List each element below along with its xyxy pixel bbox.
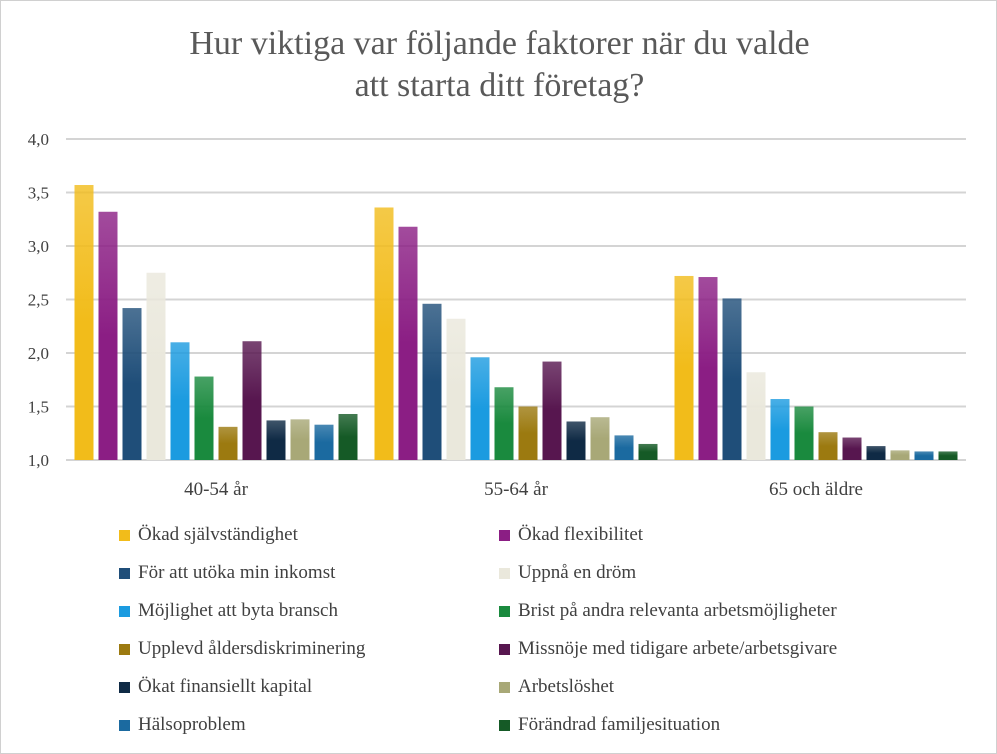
legend-swatch xyxy=(499,567,510,579)
bar-10-1 xyxy=(614,435,634,460)
bar-8-2 xyxy=(866,446,886,460)
bar-9-1 xyxy=(590,417,610,460)
legend-item: Brist på andra relevanta arbetsmöjlighet… xyxy=(499,592,899,630)
y-tick-label: 4,0 xyxy=(28,130,49,149)
bar-3-1 xyxy=(446,318,466,460)
legend-swatch xyxy=(119,681,130,693)
legend-swatch xyxy=(499,643,510,655)
chart-title: Hur viktiga var följande faktorer när du… xyxy=(1,23,996,107)
y-tick-label: 2,0 xyxy=(28,344,49,363)
legend-swatch xyxy=(499,605,510,617)
bar-0-1 xyxy=(374,207,394,460)
legend-label: För att utöka min inkomst xyxy=(138,562,336,583)
legend-swatch xyxy=(119,567,130,579)
legend-item: Ökad flexibilitet xyxy=(499,516,899,554)
bar-5-1 xyxy=(494,387,514,460)
legend-item: Förändrad familjesituation xyxy=(499,706,899,744)
legend-item: Hälsoproblem xyxy=(119,706,499,744)
bar-2-2 xyxy=(722,298,742,460)
legend-label: Förändrad familjesituation xyxy=(518,714,721,735)
x-category-label: 40-54 år xyxy=(184,479,249,500)
bar-6-0 xyxy=(218,426,238,460)
bar-7-0 xyxy=(242,341,262,460)
bar-11-2 xyxy=(938,451,958,460)
legend-label: Ökat finansiellt kapital xyxy=(138,676,313,697)
bar-4-2 xyxy=(770,399,790,460)
bar-7-1 xyxy=(542,361,562,460)
bar-4-1 xyxy=(470,357,490,460)
bar-11-1 xyxy=(638,443,658,460)
bar-10-0 xyxy=(314,424,334,460)
bar-11-0 xyxy=(338,413,358,460)
bar-5-2 xyxy=(794,406,814,460)
bar-chart: 1,0 1,5 2,0 2,5 3,0 3,5 4,0 40-54 år 55-64 år 65 … xyxy=(28,130,966,500)
bar-9-2 xyxy=(890,450,910,460)
bar-0-0 xyxy=(74,185,94,460)
bar-2-1 xyxy=(422,303,442,460)
legend-item: Ökad självständighet xyxy=(119,516,499,554)
legend-item: Upplevd åldersdiskriminering xyxy=(119,630,499,668)
legend-label: Uppnå en dröm xyxy=(518,562,637,583)
y-tick-label: 3,0 xyxy=(28,237,49,256)
bar-6-1 xyxy=(518,406,538,460)
y-tick-label: 1,5 xyxy=(28,398,49,417)
legend-item: Möjlighet att byta bransch xyxy=(119,592,499,630)
bar-7-2 xyxy=(842,437,862,460)
bar-3-2 xyxy=(746,372,766,460)
y-tick-label: 3,5 xyxy=(28,184,49,203)
legend-item: Missnöje med tidigare arbete/arbetsgivar… xyxy=(499,630,899,668)
legend-label: Brist på andra relevanta arbetsmöjlighet… xyxy=(518,600,837,621)
legend-label: Upplevd åldersdiskriminering xyxy=(138,638,366,659)
legend-swatch xyxy=(499,681,510,693)
legend-item: För att utöka min inkomst xyxy=(119,554,499,592)
legend-swatch xyxy=(119,605,130,617)
x-category-label: 65 och äldre xyxy=(769,479,863,500)
bar-1-2 xyxy=(698,277,718,460)
legend-swatch xyxy=(499,719,510,731)
bar-8-1 xyxy=(566,421,586,460)
legend-label: Ökad flexibilitet xyxy=(518,524,644,545)
legend-label: Hälsoproblem xyxy=(138,714,246,735)
legend-swatch xyxy=(119,643,130,655)
bar-2-0 xyxy=(122,308,142,460)
x-category-label: 55-64 år xyxy=(484,479,549,500)
bar-8-0 xyxy=(266,420,286,460)
title-line-2: att starta ditt företag? xyxy=(354,67,645,104)
y-tick-label: 2,5 xyxy=(28,291,49,310)
legend-item: Arbetslöshet xyxy=(499,668,899,706)
legend-item: Ökat finansiellt kapital xyxy=(119,668,499,706)
legend-label: Möjlighet att byta bransch xyxy=(138,600,338,621)
bar-1-1 xyxy=(398,226,418,460)
bar-5-0 xyxy=(194,376,214,460)
bar-10-2 xyxy=(914,451,934,460)
legend-label: Missnöje med tidigare arbete/arbetsgivar… xyxy=(518,638,838,659)
legend-label: Ökad självständighet xyxy=(138,524,298,545)
legend-swatch xyxy=(499,529,510,541)
title-line-1: Hur viktiga var följande faktorer när du… xyxy=(189,25,810,62)
legend: Ökad självständighet Ökad flexibilitet För… xyxy=(119,516,919,744)
bar-1-0 xyxy=(98,211,118,460)
y-tick-label: 1,0 xyxy=(28,451,49,470)
bar-9-0 xyxy=(290,419,310,460)
bar-0-2 xyxy=(674,275,694,460)
bar-6-2 xyxy=(818,432,838,460)
legend-label: Arbetslöshet xyxy=(518,676,615,697)
bar-3-0 xyxy=(146,272,166,460)
legend-item: Uppnå en dröm xyxy=(499,554,899,592)
bar-4-0 xyxy=(170,342,190,460)
legend-swatch xyxy=(119,529,130,541)
legend-swatch xyxy=(119,719,130,731)
